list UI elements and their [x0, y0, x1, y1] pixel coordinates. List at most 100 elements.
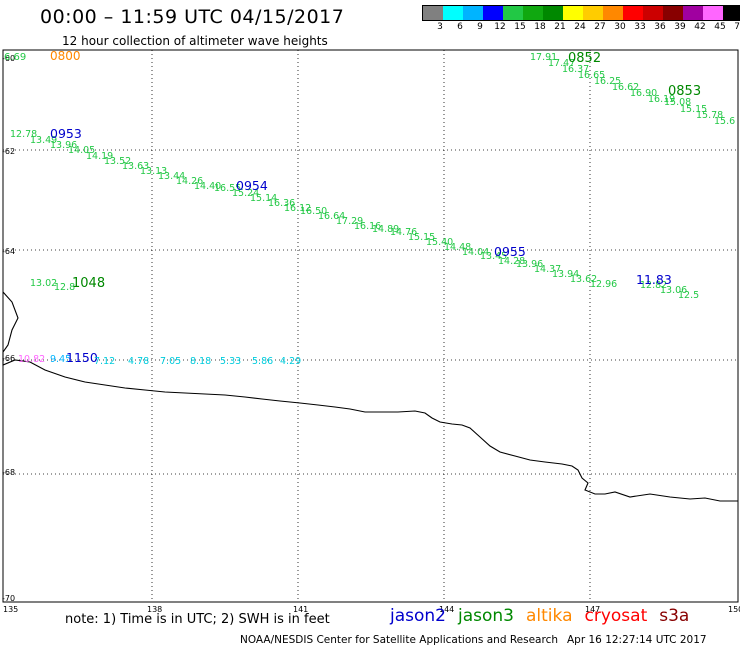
scale-label: 3 [437, 22, 443, 32]
track-value-label: 14.05 [68, 145, 95, 156]
track-value-label: 16.19 [648, 94, 675, 105]
track-value-label: 7.05 [160, 356, 181, 367]
credit-text: NOAA/NESDIS Center for Satellite Applica… [240, 634, 558, 646]
track-value-label: 5.33 [220, 356, 241, 367]
scale-swatch [563, 6, 583, 20]
map-frame [2, 49, 739, 603]
track-labels: 6.69 0800 17.9117.4716.3716.6516.2516.6216… [4, 49, 735, 367]
satellite-legend-item: altika [526, 606, 573, 626]
longitude-label: 138 [147, 605, 162, 614]
scale-swatch [543, 6, 563, 20]
track-value-label: 12.8 [54, 282, 75, 293]
scale-label: 15 [514, 22, 526, 32]
page-title: 00:00 – 11:59 UTC 04/15/2017 [40, 6, 345, 28]
track-value-label: 15.24 [232, 188, 259, 199]
track-value-label: 13.02 [30, 278, 57, 289]
track-value-label: 16.12 [284, 203, 311, 214]
antarctic-coastline [2, 291, 738, 502]
track-value-label: 0953 [50, 126, 82, 141]
latitude-label: -62 [2, 147, 15, 156]
scale-swatch [723, 6, 740, 20]
track-value-label: 17.29 [336, 216, 363, 227]
track-value-label: 16.16 [354, 221, 381, 232]
track-value-label: 16.62 [612, 82, 639, 93]
track-value-label: 15.6 [714, 116, 735, 127]
scale-label: 45 [714, 22, 726, 32]
track-value-label: 13.96 [50, 140, 77, 151]
track-value-label: 0800 [50, 49, 81, 63]
scale-label: 70 [734, 22, 740, 32]
scale-swatch [623, 6, 643, 20]
page-subtitle: 12 hour collection of altimeter wave hei… [62, 34, 328, 48]
scale-swatch [683, 6, 703, 20]
track-value-label: 15.15 [680, 104, 707, 115]
coastline-path [2, 291, 738, 502]
track-value-label: 1150 [66, 350, 98, 365]
track-value-label: 12.96 [590, 279, 617, 290]
track-value-label: 15.15 [408, 232, 435, 243]
scale-label: 39 [674, 22, 686, 32]
track-value-label: 14.04 [462, 247, 489, 258]
longitude-label: 135 [3, 605, 18, 614]
track-value-label: 5.86 [252, 356, 273, 367]
track-value-label: 0954 [236, 178, 268, 193]
track-value-label: 14.48 [444, 242, 471, 253]
track-value-label: 13.44 [158, 171, 185, 182]
scale-swatch [643, 6, 663, 20]
timestamp-text: Apr 16 12:27:14 UTC 2017 [567, 634, 707, 646]
scale-swatch [483, 6, 503, 20]
track-value-label: 8.18 [190, 356, 211, 367]
scale-label: 33 [634, 22, 646, 32]
track-value-label: 15.14 [250, 193, 277, 204]
track-value-label: 6.69 [4, 52, 26, 63]
track-value-label: 15.08 [664, 97, 691, 108]
track-value-label: 17.47 [548, 58, 575, 69]
latitude-label: -66 [2, 354, 15, 363]
scale-label: 9 [477, 22, 483, 32]
track-value-label: 16.90 [630, 88, 657, 99]
latitude-label: -70 [2, 594, 15, 603]
track-value-label: 13.96 [516, 259, 543, 270]
satellite-legend: jason2 jason3 altika cryosat s3a [390, 606, 689, 626]
track-value-label: 16.64 [318, 211, 345, 222]
longitude-label: 144 [439, 605, 454, 614]
track-value-label: 16.37 [562, 64, 589, 75]
track-value-label: 0853 [668, 84, 701, 99]
scale-label: 12 [494, 22, 506, 32]
track-value-label: 9.45 [50, 354, 71, 365]
longitude-label: 150 [728, 605, 740, 614]
track-value-label: 4.78 [128, 356, 149, 367]
track-value-label: 14.37 [534, 264, 561, 275]
footer-note: note: 1) Time is in UTC; 2) SWH is in fe… [65, 612, 330, 627]
track-value-label: 14.19 [86, 151, 113, 162]
scale-swatch [463, 6, 483, 20]
color-scale-labels: 36912151821242730333639424570(ft) [422, 22, 740, 34]
scale-label: 36 [654, 22, 666, 32]
track-value-label: 12.5 [678, 290, 699, 301]
track-value-label: 0955 [494, 244, 526, 259]
track-value-label: 16.25 [594, 76, 621, 87]
scale-swatch [523, 6, 543, 20]
track-value-label: 13.94 [552, 269, 579, 280]
track-value-label: 16.36 [268, 198, 295, 209]
track-value-label: 0852 [568, 51, 601, 66]
latitude-label: -60 [2, 54, 15, 63]
scale-swatch [503, 6, 523, 20]
satellite-legend-item: cryosat [584, 606, 648, 626]
track-value-label: 12.78 [10, 129, 37, 140]
scale-swatch [443, 6, 463, 20]
axis-labels: -60 -62 -64 -66 -68 -70 135 138 141 144 147 150 [2, 54, 740, 614]
track-value-label: 17.91 [530, 52, 557, 63]
track-value-label: 13.63 [122, 161, 149, 172]
track-value-label: 16.55 [214, 183, 241, 194]
track-value-label: 14.89 [372, 224, 399, 235]
scale-label: 18 [534, 22, 546, 32]
scale-label: 27 [594, 22, 606, 32]
scale-label: 24 [574, 22, 586, 32]
track-value-label: 13.45 [480, 251, 507, 262]
track-value-label: 15.78 [696, 110, 723, 121]
color-scale [422, 5, 740, 21]
track-value-label: 7.12 [94, 356, 115, 367]
scale-label: 21 [554, 22, 566, 32]
